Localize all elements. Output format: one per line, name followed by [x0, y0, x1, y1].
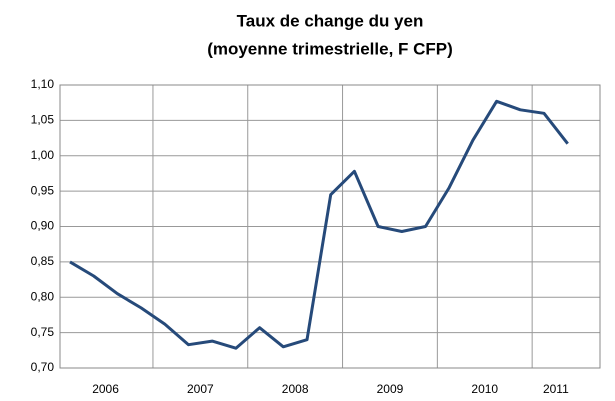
- line-series: [69, 99, 569, 350]
- x-tick-label: 2009: [377, 382, 404, 396]
- plot-frame: [59, 84, 601, 369]
- y-tick-label: 0,75: [31, 325, 55, 339]
- y-tick-label: 1,05: [31, 113, 55, 127]
- y-tick-label: 0,70: [31, 360, 55, 374]
- x-tick-label: 2011: [543, 382, 569, 396]
- x-tick-label: 2007: [187, 382, 214, 396]
- x-tick-label: 2010: [471, 382, 498, 396]
- chart-subtitle: (moyenne trimestrielle, F CFP): [207, 39, 453, 58]
- y-tick-label: 0,80: [31, 289, 55, 303]
- y-tick-label: 1,10: [31, 77, 55, 91]
- y-tick-label: 1,00: [31, 148, 55, 162]
- chart-title: Taux de change du yen: [237, 11, 424, 30]
- y-tick-label: 0,85: [31, 254, 55, 268]
- y-tick-label: 0,95: [31, 183, 55, 197]
- x-tick-label: 2006: [92, 382, 119, 396]
- x-tick-label: 2008: [282, 382, 309, 396]
- y-tick-label: 0,90: [31, 219, 55, 233]
